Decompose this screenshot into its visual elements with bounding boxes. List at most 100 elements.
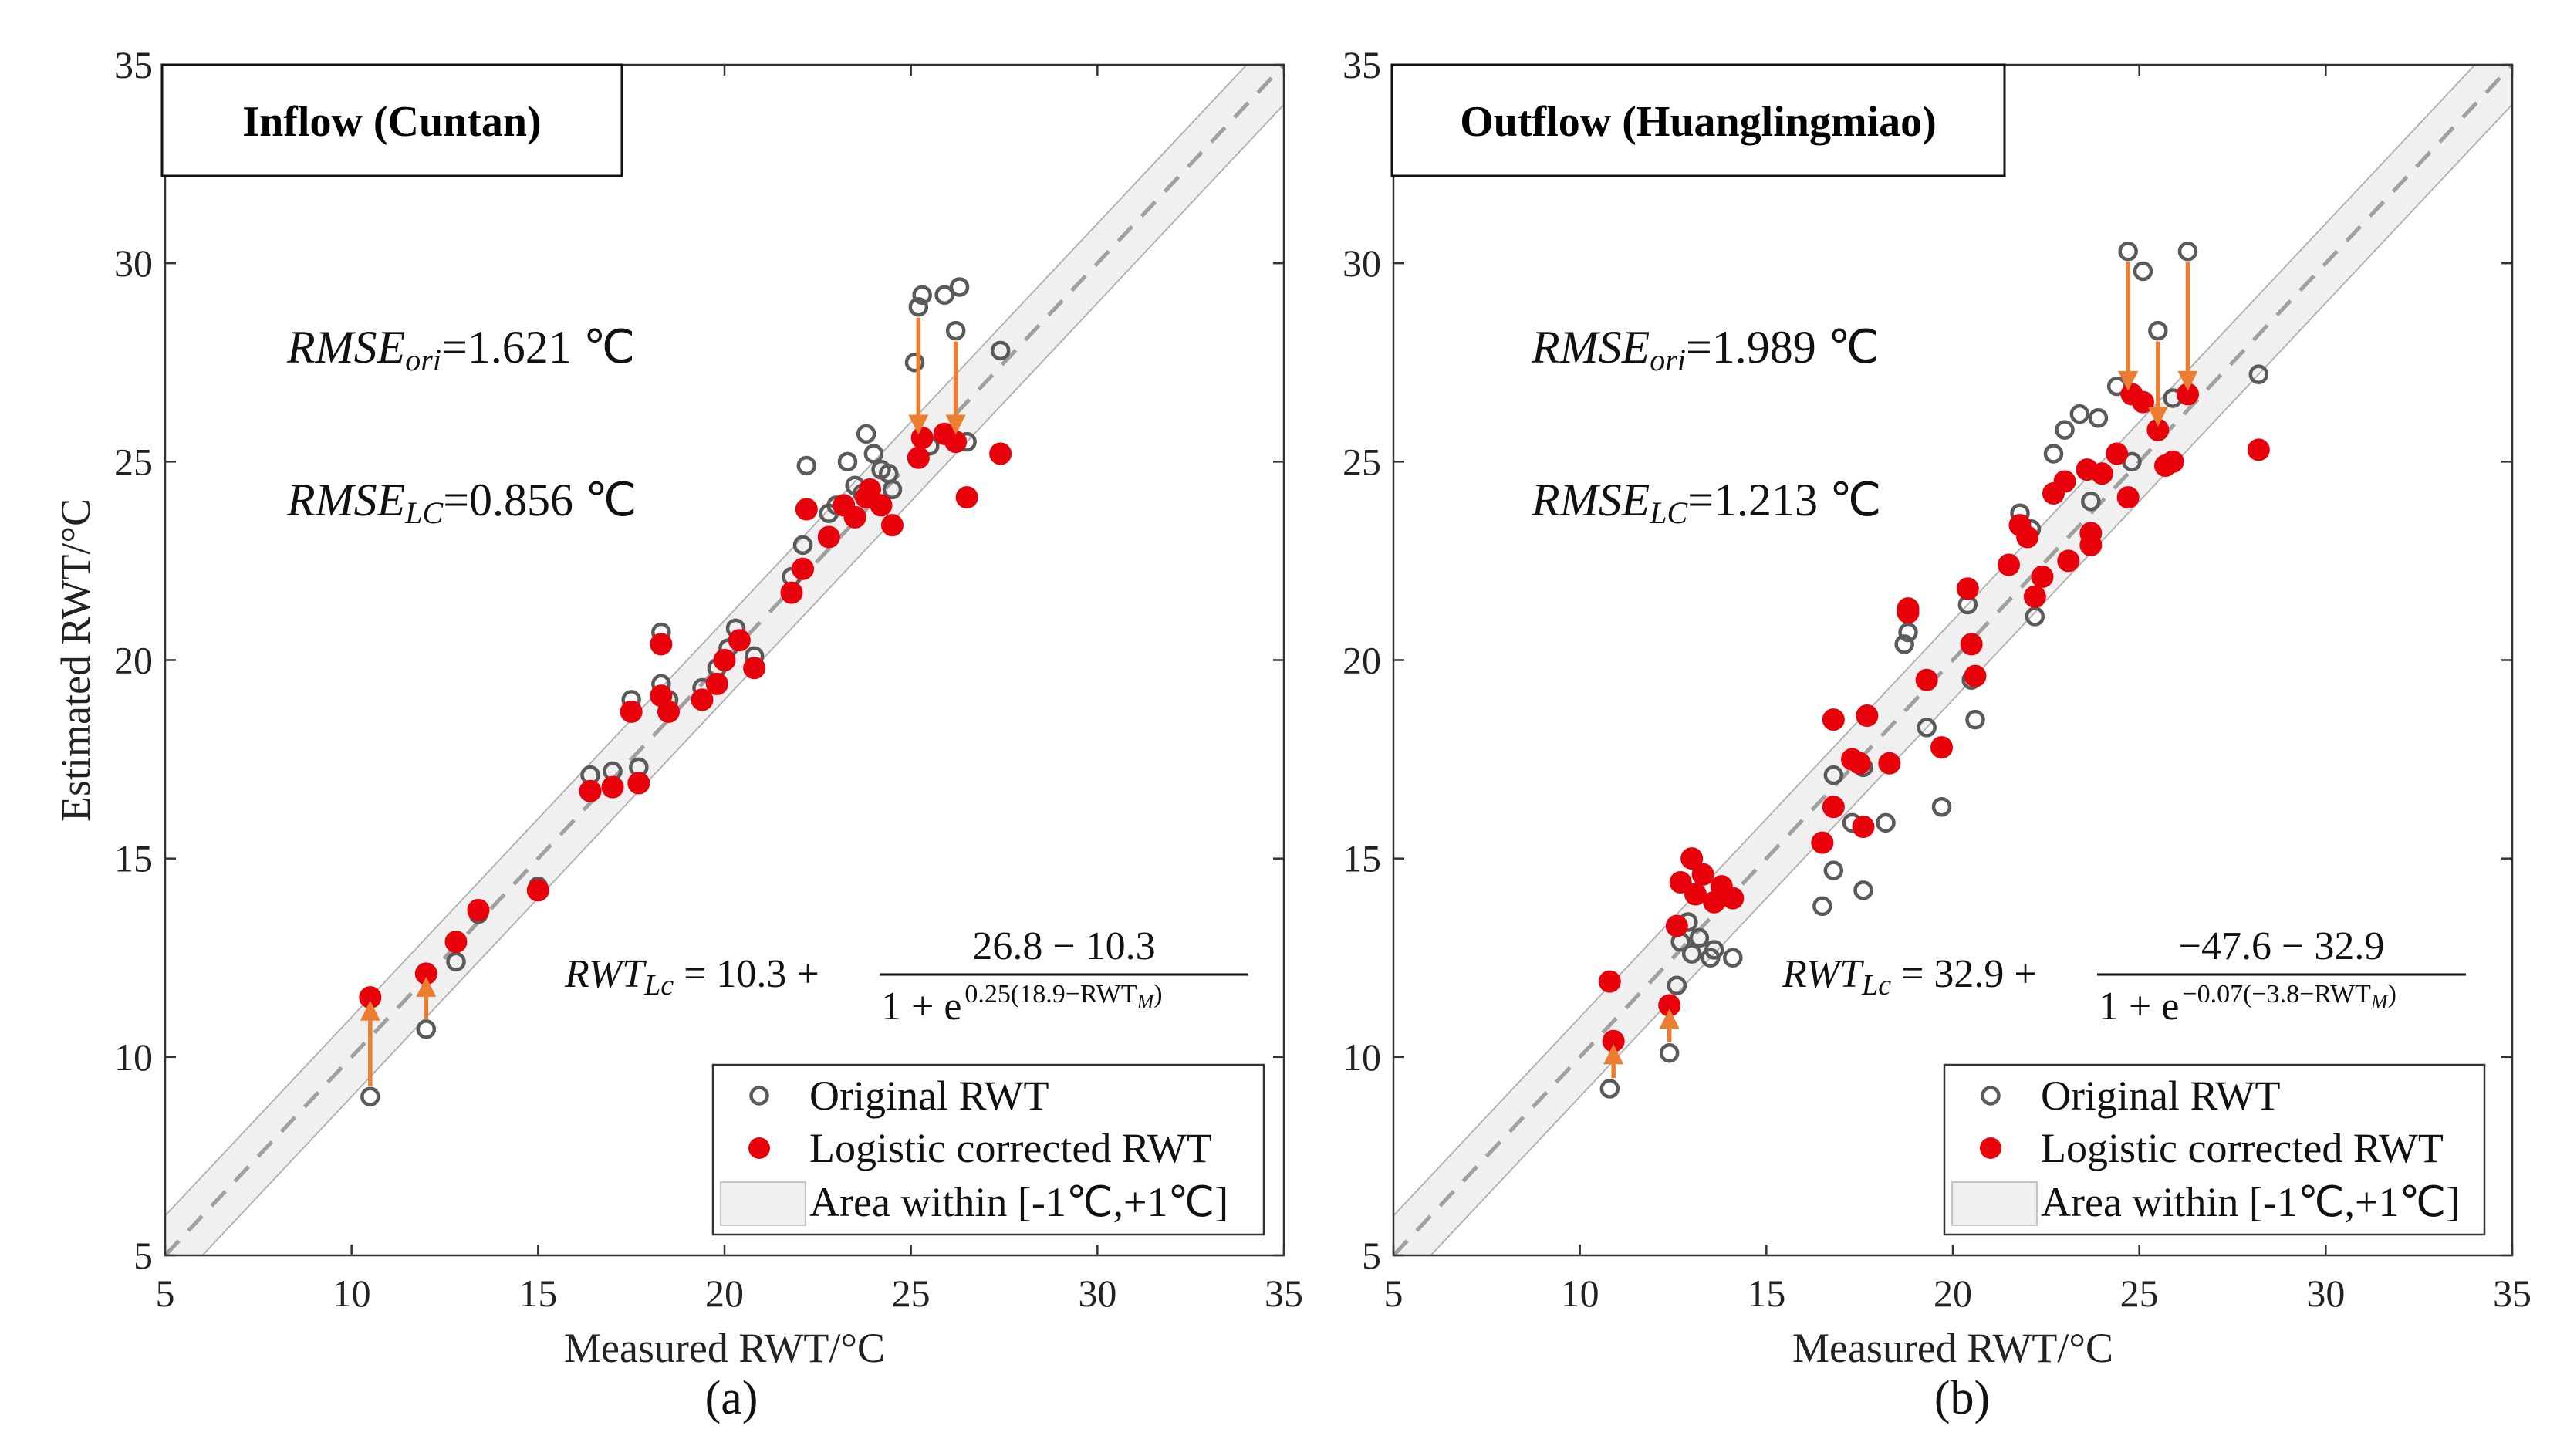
corrected-point [1848,752,1871,775]
y-tick-label: 30 [114,242,153,285]
corrected-point [843,505,866,529]
original-point [945,320,966,341]
original-point [949,277,970,297]
corrected-point [1960,633,1983,656]
original-point [2069,404,2090,424]
formula-numerator: −47.6 − 32.9 [2179,924,2385,968]
original-point [1823,860,1844,880]
corrected-point [650,633,673,656]
original-point [1894,634,1914,654]
legend-original-marker [1981,1086,2001,1106]
one-to-one-line [1393,65,2512,1255]
corrected-point [2090,462,2113,485]
corrected-point [2053,470,2076,493]
y-tick-label: 10 [114,1035,153,1079]
original-point [1599,1079,1620,1099]
legend-corrected-label: Logistic corrected RWT [2041,1125,2444,1171]
original-point [2088,408,2109,428]
original-point [2177,241,2198,262]
corrected-point [1915,668,1938,691]
legend-corrected-marker [748,1137,770,1159]
corrected-point [1665,914,1688,937]
corrected-point [780,581,803,604]
original-point [856,424,876,444]
correction-arrow-head [416,976,437,997]
data-points [359,277,1012,1107]
original-point [934,285,954,306]
original-point [2025,606,2045,627]
rmse-original: RMSEori=1.621 ℃ [286,322,635,377]
legend-corrected-marker [1980,1137,2001,1159]
y-tick-label: 5 [1362,1234,1381,1277]
legend-band-label: Area within [-1℃,+1℃] [809,1179,1228,1225]
corrected-point [1721,887,1745,910]
x-tick-label: 10 [1561,1272,1599,1315]
y-tick-label: 30 [1343,242,1381,285]
x-tick-label: 10 [333,1272,371,1315]
corrected-point [620,700,643,723]
y-tick-label: 10 [1343,1035,1381,1079]
original-point [1812,896,1832,917]
correction-arrow-head [1603,1044,1624,1065]
band-lower-edge [1429,103,2512,1255]
original-point [904,353,925,373]
corrected-point [792,557,814,580]
corrected-point [444,931,468,954]
logistic-formula: RWTLc = 32.9 + −47.6 − 32.9 1 + e −0.07(−3.… [1782,924,2466,1029]
band-upper-edge [1393,65,2477,1217]
original-point [360,1086,380,1107]
panel-0: 5 10 15 20 25 30 35 5 10 15 20 25 30 35 Measured RWT/°… [52,43,1303,1424]
original-point [837,451,858,472]
x-tick-label: 5 [1384,1272,1403,1315]
corrected-point [881,514,904,537]
legend-band-swatch [720,1181,806,1226]
original-point [446,951,466,972]
corrected-point [2031,565,2054,588]
y-tick-label: 25 [1343,440,1381,483]
corrected-point [1964,664,1987,687]
legend-original-marker [749,1086,769,1106]
y-tick-label: 15 [114,837,153,880]
corrected-point [859,478,881,501]
x-tick-label: 25 [892,1272,931,1315]
original-point [1723,948,1743,968]
original-point [1667,975,1687,996]
corrected-point [691,688,714,711]
correction-arrow-head [908,414,929,435]
original-point [2055,420,2075,440]
formula-denominator: 1 + e −0.07(−3.8−RWTM) [2099,980,2396,1029]
chart-title: Inflow (Cuntan) [242,98,541,146]
logistic-formula: RWTLc = 10.3 + 26.8 − 10.3 1 + e 0.25(18.9−… [564,924,1248,1029]
correction-arrow-head [360,1000,380,1021]
x-tick-label: 5 [156,1272,175,1315]
x-tick-label: 30 [2306,1272,2345,1315]
corrected-point [1878,752,1901,775]
corrected-point [2116,486,2140,509]
corrected-point [1897,597,1920,620]
correction-arrow-head [2118,370,2139,391]
corrected-point [743,657,766,680]
formula-lhs: RWTLc = 10.3 + [564,952,819,1002]
corrected-point [2161,450,2184,473]
original-point [908,296,929,317]
original-point [416,1019,437,1039]
formula-numerator: 26.8 − 10.3 [972,924,1155,968]
correction-arrow-head [945,414,966,435]
corrected-point [795,498,818,521]
legend-band-swatch [1951,1181,2038,1226]
x-tick-label: 20 [1934,1272,1972,1315]
band-upper-edge [165,65,1248,1217]
original-point [2148,320,2168,341]
corrected-point [705,672,728,695]
x-tick-label: 15 [518,1272,557,1315]
corrected-point [817,525,840,549]
corrected-point [2106,442,2129,465]
correction-arrow-head [1659,1008,1680,1029]
original-point [2248,364,2269,384]
original-point [863,444,884,464]
x-tick-label: 30 [1078,1272,1116,1315]
x-tick-label: 15 [1747,1272,1785,1315]
y-tick-label: 20 [1343,639,1381,682]
legend: Original RWT Logistic corrected RWT Area w… [711,1063,1265,1236]
